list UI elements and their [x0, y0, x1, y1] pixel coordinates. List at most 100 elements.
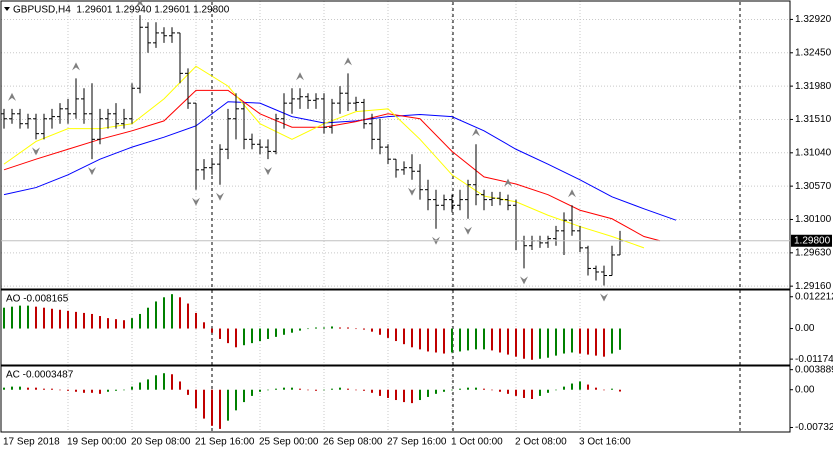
histogram-bar: [555, 328, 557, 356]
menu-triangle[interactable]: [4, 7, 10, 11]
histogram-bar: [259, 328, 261, 342]
main-pane-border: [0, 0, 791, 290]
y-tick-label: 0.012212: [795, 291, 833, 302]
histogram-bar: [91, 389, 93, 393]
histogram-bar: [315, 389, 317, 391]
histogram-bar: [51, 388, 53, 390]
ac-pane-border: [0, 365, 791, 433]
histogram-bar: [563, 328, 565, 354]
histogram-bar: [83, 312, 85, 329]
histogram-bar: [219, 328, 221, 339]
histogram-bar: [123, 389, 125, 391]
histogram-bar: [227, 389, 229, 421]
histogram-bar: [11, 306, 13, 329]
histogram-bar: [147, 379, 149, 390]
histogram-bar: [467, 328, 469, 351]
histogram-bar: [3, 387, 5, 390]
histogram-bar: [43, 388, 45, 390]
y-tick-label: 0.00: [795, 323, 815, 334]
fractal-up: [504, 178, 512, 187]
histogram-bar: [179, 297, 181, 329]
histogram-bar: [579, 328, 581, 354]
histogram-bar: [35, 306, 37, 329]
x-tick-label: 25 Sep 00:00: [259, 437, 319, 448]
histogram-bar: [363, 389, 365, 391]
histogram-bar: [307, 328, 309, 330]
fractal-up: [472, 128, 480, 137]
fractal-down: [600, 293, 608, 302]
histogram-bar: [587, 384, 589, 390]
x-tick-label: 19 Sep 00:00: [67, 437, 127, 448]
histogram-bar: [619, 389, 621, 392]
histogram-bar: [219, 389, 221, 429]
y-tick-label: 1.32450: [795, 47, 832, 58]
y-tick-label: 0.003889: [795, 364, 833, 375]
histogram-bar: [283, 387, 285, 390]
x-tick-label: 27 Sep 16:00: [387, 437, 447, 448]
histogram-bar: [547, 328, 549, 358]
last-price-box: [791, 234, 832, 247]
histogram-bar: [155, 375, 157, 390]
fractal-down: [32, 147, 40, 156]
indicator-title: AC -0.0003487: [6, 370, 74, 381]
histogram-bar: [99, 389, 101, 394]
histogram-bar: [115, 319, 117, 329]
histogram-bar: [3, 307, 5, 329]
histogram-bar: [403, 389, 405, 403]
histogram-bar: [499, 328, 501, 353]
histogram-bar: [43, 307, 45, 329]
histogram-bar: [315, 327, 317, 329]
histogram-bar: [227, 328, 229, 344]
histogram-bar: [435, 389, 437, 394]
histogram-bar: [387, 389, 389, 398]
histogram-bar: [523, 328, 525, 359]
histogram-bar: [203, 322, 205, 329]
histogram-bar: [147, 307, 149, 329]
histogram-bar: [547, 389, 549, 393]
histogram-bar: [187, 389, 189, 395]
histogram-bar: [515, 328, 517, 357]
histogram-bar: [595, 328, 597, 356]
histogram-bar: [371, 328, 373, 332]
y-tick-label: 1.29160: [795, 281, 832, 292]
x-tick-label: 1 Oct 00:00: [451, 437, 503, 448]
histogram-bar: [411, 328, 413, 348]
histogram-bar: [435, 328, 437, 353]
histogram-bar: [411, 389, 413, 404]
fractal-down: [216, 192, 224, 201]
histogram-bar: [27, 387, 29, 390]
y-tick-label: 1.31510: [795, 114, 832, 125]
histogram-bar: [275, 328, 277, 337]
histogram-bar: [195, 312, 197, 329]
histogram-bar: [51, 308, 53, 329]
histogram-bar: [259, 389, 261, 392]
histogram-bar: [379, 389, 381, 396]
histogram-bar: [171, 294, 173, 329]
y-tick-label: 1.30100: [795, 214, 832, 225]
histogram-bar: [195, 389, 197, 409]
histogram-bar: [211, 389, 213, 426]
histogram-bar: [155, 301, 157, 329]
histogram-bar: [131, 318, 133, 329]
alligator-line: [3, 89, 661, 242]
histogram-bar: [35, 387, 37, 390]
histogram-bar: [363, 328, 365, 330]
histogram-bar: [107, 389, 109, 392]
histogram-bar: [451, 328, 453, 353]
fractal-down: [264, 167, 272, 176]
histogram-bar: [515, 389, 517, 396]
histogram-bar: [267, 389, 269, 391]
histogram-bar: [283, 328, 285, 335]
histogram-bar: [339, 387, 341, 390]
fractal-down: [192, 197, 200, 206]
histogram-bar: [427, 328, 429, 352]
histogram-bar: [387, 328, 389, 338]
histogram-bar: [251, 389, 253, 396]
y-tick-label: 1.30570: [795, 181, 832, 192]
y-tick-label: 1.29630: [795, 247, 832, 258]
histogram-bar: [59, 309, 61, 329]
histogram-bar: [307, 389, 309, 391]
histogram-bar: [459, 388, 461, 390]
histogram-bar: [187, 303, 189, 329]
fractal-up: [8, 92, 16, 101]
